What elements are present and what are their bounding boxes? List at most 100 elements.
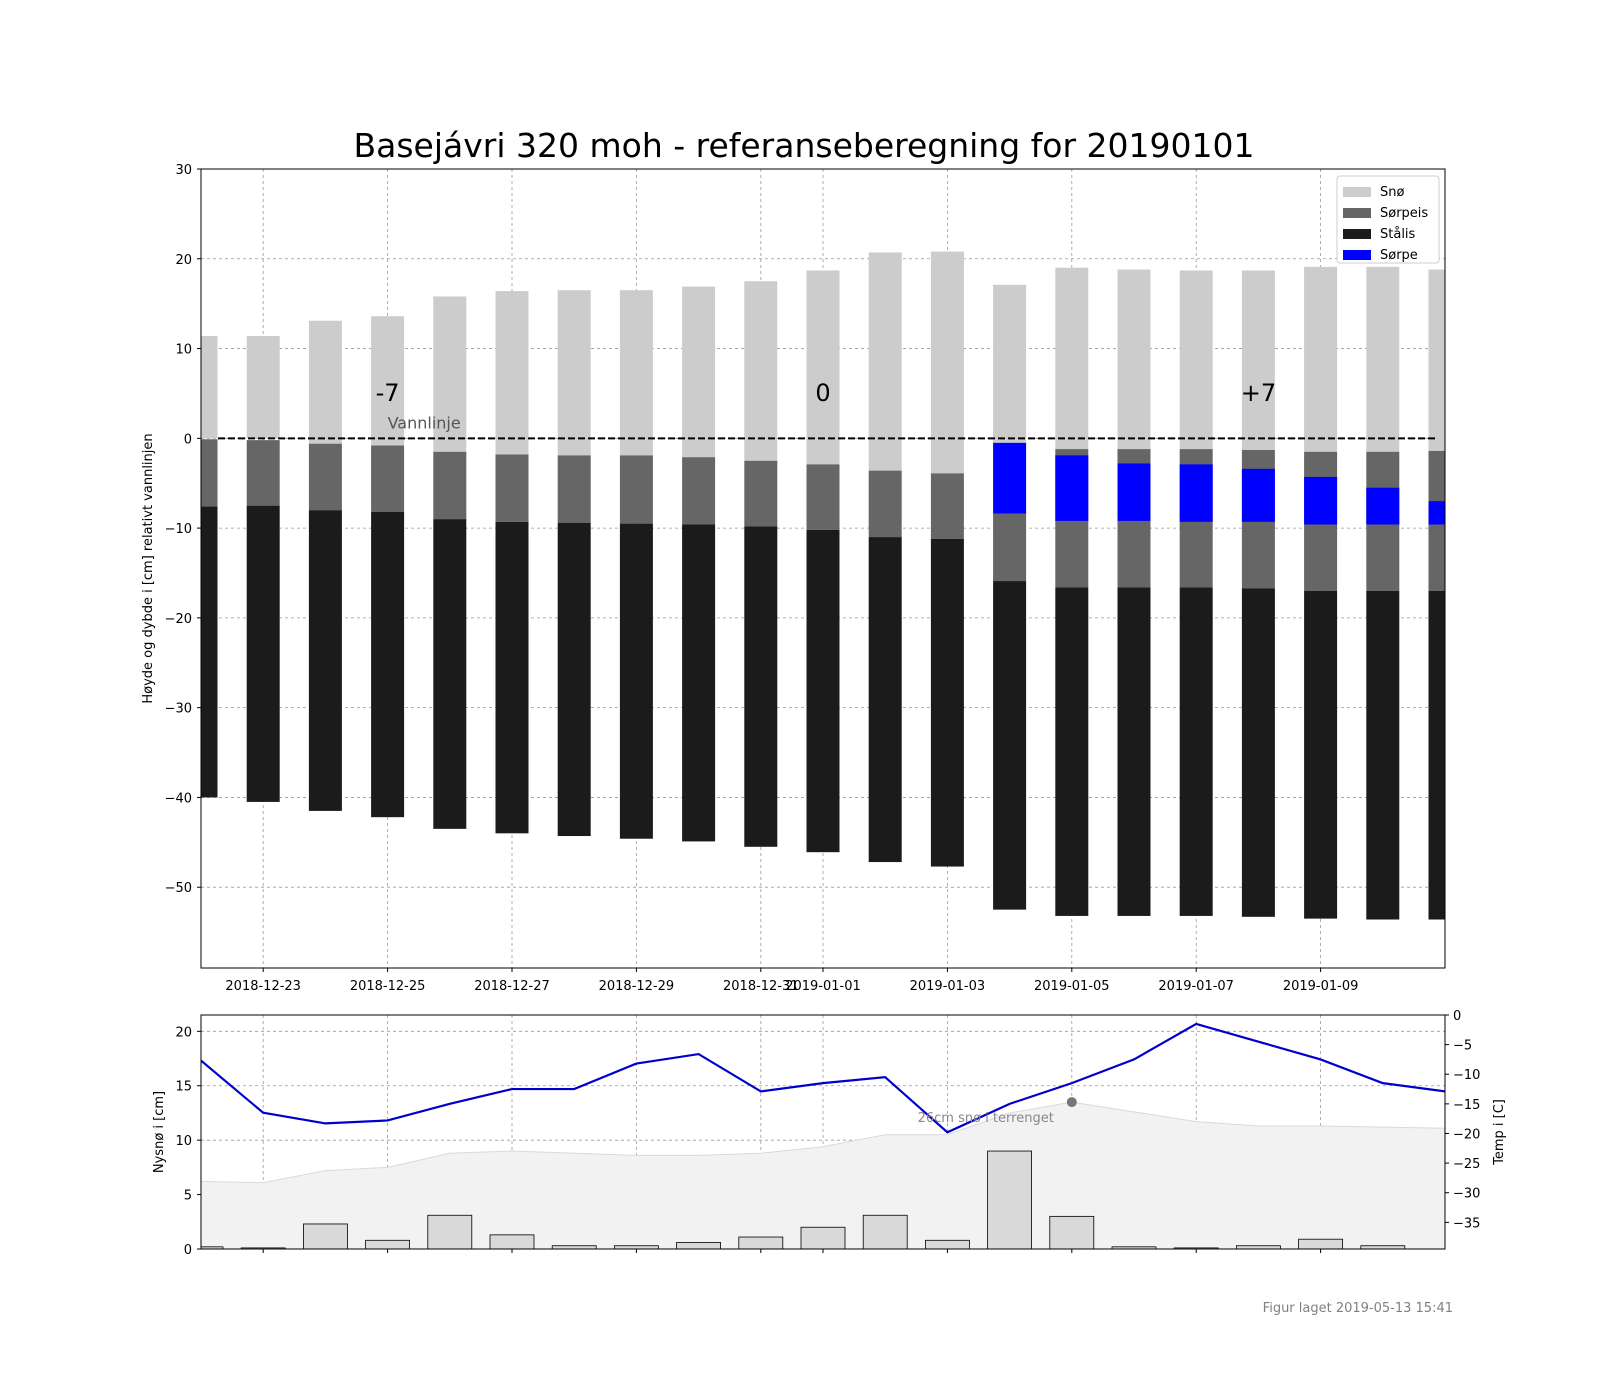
y-tick-label: 20 (175, 1025, 192, 1040)
y-right-tick-label: −30 (1453, 1187, 1480, 1202)
legend-swatch (1343, 250, 1371, 260)
y-tick-label: 5 (184, 1189, 192, 1204)
bar-sorpeis (371, 445, 405, 512)
bar-sorpeis (246, 440, 280, 506)
x-tick-label: 2019-01-03 (910, 979, 986, 994)
x-tick-label: 2018-12-29 (599, 979, 675, 994)
x-tick-label: 2019-01-07 (1158, 979, 1234, 994)
y-right-tick-label: −35 (1453, 1216, 1480, 1231)
bar-stalis (868, 537, 902, 863)
bar-sorpe (1241, 468, 1275, 522)
y-right-tick-label: −10 (1453, 1068, 1480, 1083)
y-tick-label: 10 (175, 343, 192, 358)
bar-sorpe (1179, 464, 1213, 522)
bar-sorpe (1055, 455, 1089, 521)
bar-sorpe (1366, 487, 1400, 525)
x-tick-label: 2018-12-25 (350, 979, 426, 994)
bar-stalis (371, 511, 405, 818)
bar-stalis (1117, 587, 1151, 916)
y-axis-label: Høyde og dybde i [cm] relativt vannlinje… (141, 433, 156, 703)
y-axis-label: Nysnø i [cm] (152, 1091, 167, 1173)
bar-stalis (308, 510, 342, 811)
bar-sorpe (1117, 463, 1151, 521)
new-snow-bar (738, 1236, 784, 1249)
day-marker-label: -7 (376, 379, 400, 407)
x-tick-label: 2019-01-09 (1283, 979, 1359, 994)
new-snow-bar (987, 1150, 1032, 1249)
y-tick-label: −50 (165, 881, 192, 896)
bar-sorpeis (201, 439, 218, 507)
new-snow-bar (201, 1246, 224, 1249)
bar-sno (806, 270, 840, 465)
bar-sno (1179, 270, 1213, 450)
y-tick-label: −40 (165, 791, 192, 806)
new-snow-bar (676, 1242, 721, 1249)
legend-label: Sørpe (1380, 248, 1418, 263)
bar-sorpeis (806, 464, 840, 530)
legend-swatch (1343, 208, 1371, 218)
new-snow-bar (302, 1223, 348, 1249)
bar-stalis (246, 505, 280, 802)
bar-stalis (201, 506, 218, 798)
x-tick-label: 2019-01-01 (785, 979, 861, 994)
new-snow-bar (489, 1234, 535, 1249)
new-snow-bar (925, 1239, 970, 1249)
figure-timestamp: Figur laget 2019-05-13 15:41 (1263, 1301, 1453, 1316)
bar-stalis (433, 519, 467, 829)
bar-stalis (1241, 588, 1275, 917)
bar-sno (433, 296, 467, 452)
bar-sno (1117, 269, 1151, 450)
bar-sno (201, 335, 218, 439)
bar-sno (682, 286, 716, 458)
bar-sorpe (1304, 476, 1338, 525)
bar-stalis (744, 526, 778, 847)
day-marker-label: +7 (1241, 379, 1276, 407)
bar-sorpeis (495, 454, 529, 522)
bar-stalis (930, 538, 964, 867)
bar-stalis (1179, 587, 1213, 916)
chart-title: Basejávri 320 moh - referanseberegning f… (354, 126, 1255, 165)
x-tick-label: 2018-12-27 (474, 979, 550, 994)
bar-sorpeis (868, 470, 902, 538)
new-snow-bar (365, 1239, 411, 1249)
y-right-axis-label: Temp i [C] (1492, 1099, 1507, 1166)
new-snow-bar (800, 1226, 846, 1249)
bar-sorpeis (993, 513, 1027, 582)
y-tick-label: −30 (165, 702, 192, 717)
bar-sorpeis (930, 473, 964, 539)
y-tick-label: −10 (165, 522, 192, 537)
bar-sno (619, 290, 653, 456)
bar-sorpe (1428, 501, 1445, 525)
y-right-tick-label: −15 (1453, 1098, 1480, 1113)
y-tick-label: 15 (175, 1080, 192, 1095)
annotation-label: 26cm snø i terrenget (918, 1111, 1054, 1126)
legend-label: Sørpeis (1380, 206, 1428, 221)
bar-group (201, 251, 1445, 920)
x-tick-label: 2018-12-31 (723, 979, 799, 994)
bar-sno (308, 320, 342, 444)
x-tick-label: 2018-12-23 (225, 979, 301, 994)
legend: Snø Sørpeis Stålis Sørpe (1336, 175, 1440, 264)
temperature-line (201, 1022, 1445, 1134)
bar-stalis (1366, 590, 1400, 920)
bar-stalis (1055, 587, 1089, 916)
bar-sorpeis (557, 455, 591, 523)
y-tick-label: 0 (184, 1243, 192, 1258)
terrain-snow-area (201, 1101, 1445, 1249)
y-tick-label: 20 (175, 253, 192, 268)
bar-sorpeis (433, 451, 467, 520)
annotation-marker (1066, 1097, 1077, 1108)
bar-sno (246, 335, 280, 439)
new-snow-bar (427, 1214, 473, 1249)
legend-label: Snø (1380, 185, 1404, 200)
bar-sno (1428, 269, 1445, 451)
y-right-tick-label: −5 (1453, 1039, 1472, 1054)
weather-plot-area (201, 1022, 1445, 1249)
y-tick-label: 30 (175, 163, 192, 178)
day-marker-label: 0 (815, 379, 830, 407)
bar-sno (557, 290, 591, 456)
bar-stalis (1428, 590, 1445, 920)
ice-layer-chart: Vannlinje -7 0 +7 30 20 10 0 −10 −20 −30 −40 −50 2018… (141, 163, 1446, 994)
y-right-tick-label: −20 (1453, 1127, 1480, 1142)
